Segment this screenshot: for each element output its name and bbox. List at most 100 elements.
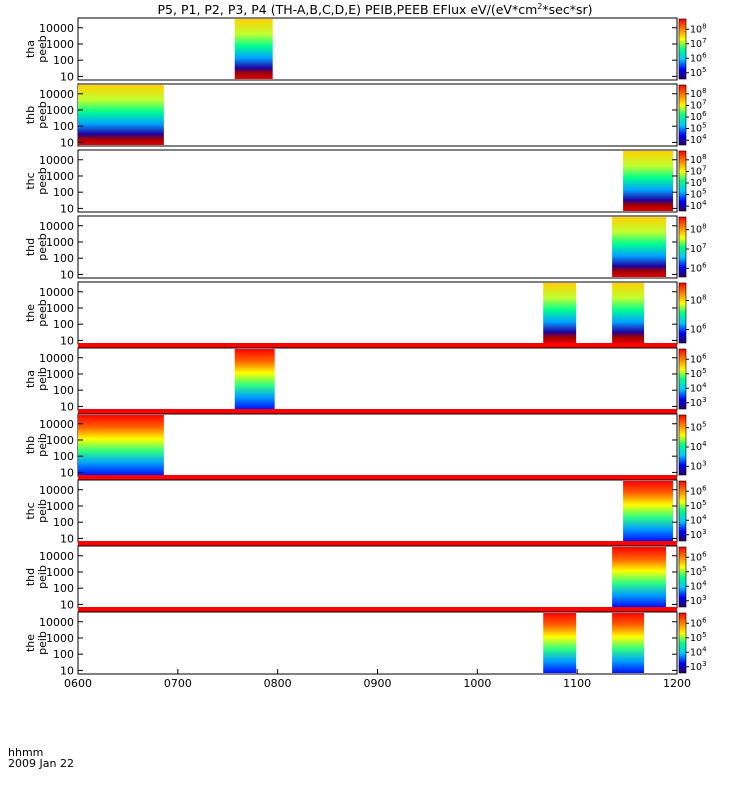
y-tick-label: 10000 bbox=[39, 286, 74, 299]
plot-frame bbox=[77, 83, 678, 147]
y-tick-label: 10 bbox=[60, 598, 74, 611]
colorbar bbox=[678, 612, 687, 674]
colorbar-tick-label: 105 bbox=[690, 499, 707, 512]
plot-frame bbox=[77, 281, 678, 345]
colorbar-tick-label: 106 bbox=[690, 323, 707, 336]
colorbar-tick-label: 103 bbox=[690, 459, 707, 472]
spectrogram-burst bbox=[78, 85, 164, 145]
y-tick-label: 1000 bbox=[46, 434, 74, 447]
colorbar-tick-label: 105 bbox=[690, 66, 707, 79]
spectrogram-burst bbox=[612, 217, 667, 277]
colorbar-tick-label: 106 bbox=[690, 616, 707, 629]
y-tick-label: 100 bbox=[53, 450, 74, 463]
colorbar-tick-label: 107 bbox=[690, 242, 707, 255]
y-tick-label: 10000 bbox=[39, 88, 74, 101]
y-label-dtype: peeb bbox=[36, 167, 49, 195]
colorbar bbox=[678, 414, 687, 476]
y-tick-label: 1000 bbox=[46, 632, 74, 645]
colorbar-tick-label: 108 bbox=[690, 22, 707, 35]
y-tick-label: 100 bbox=[53, 252, 74, 265]
y-label-probe: the bbox=[24, 304, 37, 322]
colorbar-tick-label: 105 bbox=[690, 565, 707, 578]
spectrogram-burst bbox=[543, 613, 577, 673]
plot-frame bbox=[77, 413, 678, 477]
y-label-probe: thc bbox=[24, 172, 37, 189]
colorbar-tick-label: 104 bbox=[690, 579, 707, 592]
spectrogram-burst bbox=[612, 283, 645, 343]
y-tick-label: 1000 bbox=[46, 500, 74, 513]
y-label-probe: the bbox=[24, 634, 37, 652]
y-tick-label: 100 bbox=[53, 582, 74, 595]
spectrogram-burst bbox=[623, 481, 674, 541]
x-axis-label-hhmm: hhmm bbox=[8, 746, 43, 759]
spectrogram-burst bbox=[612, 613, 645, 673]
y-label-probe: thb bbox=[24, 106, 37, 124]
y-label-probe: thd bbox=[24, 568, 37, 586]
colorbar-tick-label: 104 bbox=[690, 440, 707, 453]
y-tick-label: 10000 bbox=[39, 418, 74, 431]
y-tick-label: 100 bbox=[53, 186, 74, 199]
colorbar-tick-label: 103 bbox=[690, 594, 707, 607]
colorbar-tick-label: 104 bbox=[690, 381, 707, 394]
plot-frame bbox=[77, 347, 678, 411]
plot-frame bbox=[77, 215, 678, 279]
colorbar-tick-label: 104 bbox=[690, 133, 707, 146]
colorbar-tick-label: 103 bbox=[690, 660, 707, 673]
colorbar-tick-label: 105 bbox=[690, 421, 707, 434]
y-tick-label: 10 bbox=[60, 70, 74, 83]
x-tick-label: 1000 bbox=[463, 677, 491, 690]
y-tick-label: 10 bbox=[60, 400, 74, 413]
x-tick-label: 1100 bbox=[563, 677, 591, 690]
y-tick-label: 10000 bbox=[39, 484, 74, 497]
y-label-dtype: peeb bbox=[36, 299, 49, 327]
spectrogram-burst bbox=[543, 283, 577, 343]
spectrogram-burst bbox=[78, 415, 164, 475]
y-label-dtype: peib bbox=[36, 565, 49, 589]
plot-frame bbox=[77, 17, 678, 81]
y-tick-label: 10 bbox=[60, 136, 74, 149]
y-tick-label: 1000 bbox=[46, 170, 74, 183]
x-axis: 0600 0700 0800 0900 1000 1100 1200 bbox=[64, 669, 691, 690]
y-tick-label: 10000 bbox=[39, 22, 74, 35]
fill-band bbox=[78, 409, 677, 414]
y-label-dtype: peeb bbox=[36, 233, 49, 261]
plot-frame bbox=[77, 611, 678, 675]
x-tick-label: 0600 bbox=[64, 677, 92, 690]
colorbar bbox=[678, 348, 687, 410]
y-label-probe: thd bbox=[24, 238, 37, 256]
y-tick-label: 10000 bbox=[39, 550, 74, 563]
colorbar-tick-label: 106 bbox=[690, 51, 707, 64]
y-label-probe: thc bbox=[24, 502, 37, 519]
y-tick-label: 10 bbox=[60, 664, 74, 677]
colorbar-tick-label: 106 bbox=[690, 550, 707, 563]
y-tick-label: 1000 bbox=[46, 236, 74, 249]
colorbar-tick-label: 104 bbox=[690, 645, 707, 658]
colorbar-tick-label: 103 bbox=[690, 528, 707, 541]
y-label-probe: tha bbox=[24, 40, 37, 58]
y-tick-label: 10 bbox=[60, 202, 74, 215]
y-tick-label: 100 bbox=[53, 516, 74, 529]
x-axis-label-date: 2009 Jan 22 bbox=[8, 757, 74, 770]
y-tick-label: 10000 bbox=[39, 220, 74, 233]
y-label-dtype: peib bbox=[36, 499, 49, 523]
y-tick-label: 10 bbox=[60, 334, 74, 347]
y-tick-label: 100 bbox=[53, 648, 74, 661]
y-tick-label: 1000 bbox=[46, 566, 74, 579]
colorbar-tick-label: 106 bbox=[690, 261, 707, 274]
colorbar bbox=[678, 216, 687, 278]
x-tick-label: 0900 bbox=[364, 677, 392, 690]
y-tick-label: 100 bbox=[53, 120, 74, 133]
fill-band bbox=[78, 607, 677, 612]
x-tick-label: 0700 bbox=[164, 677, 192, 690]
plot-frame bbox=[77, 545, 678, 609]
